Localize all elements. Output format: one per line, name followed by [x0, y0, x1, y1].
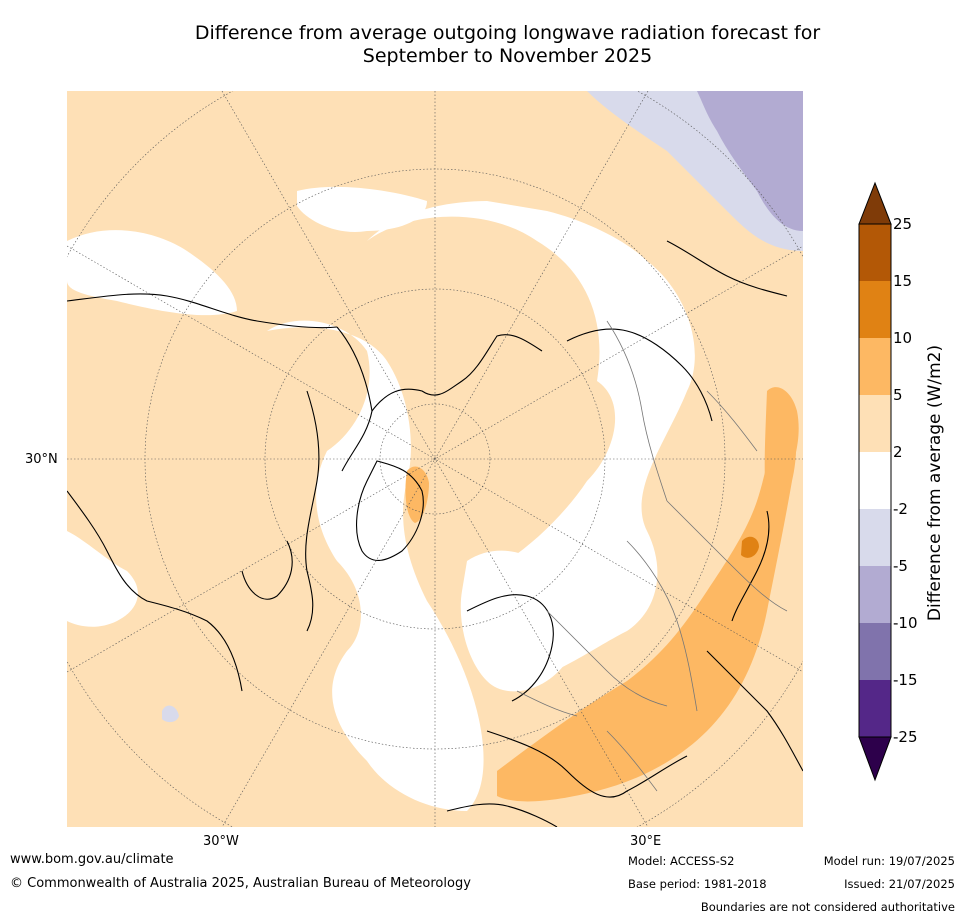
- colorbar-band-m2-2: [859, 452, 891, 509]
- colorbar-band-m25-m15: [859, 680, 891, 737]
- footer-boundaries-note: Boundaries are not considered authoritat…: [700, 900, 955, 914]
- title-line-2: September to November 2025: [362, 45, 653, 67]
- title-line-1: Difference from average outgoing longwav…: [194, 22, 821, 44]
- colorbar-band-m15-m10: [859, 623, 891, 680]
- map-svg: [67, 91, 803, 827]
- neutral-region-north-pacific: [67, 230, 237, 316]
- graticule: [67, 91, 803, 827]
- anomaly-5-10-asia: [497, 411, 797, 802]
- colorbar-band-m5-m2: [859, 509, 891, 566]
- colorbar-band-15-25: [859, 224, 891, 281]
- anomaly-neg-5-10: [697, 91, 803, 231]
- colorbar-tick-15: 15: [893, 272, 913, 290]
- colorbar-tick-25: 25: [893, 215, 913, 233]
- neutral-region-atlantic: [267, 320, 484, 811]
- neutral-region-north-atlantic-upper: [297, 186, 427, 232]
- neutral-region-europe: [460, 550, 578, 692]
- footer-base-period: Base period: 1981-2018: [628, 877, 767, 891]
- colorbar: [858, 181, 892, 782]
- colorbar-band-m10-m5: [859, 566, 891, 623]
- country-borders: [516, 320, 788, 792]
- footer-model: Model: ACCESS-S2: [628, 854, 735, 868]
- colorbar-band-5-10: [859, 338, 891, 395]
- map-panel: [67, 91, 803, 827]
- colorbar-tick-10: 10: [893, 329, 913, 347]
- anomaly-neg-small-pacific: [162, 705, 179, 723]
- colorbar-band-2-5: [859, 395, 891, 452]
- colorbar-tick-5: 5: [893, 386, 903, 404]
- colorbar-tick-m10: -10: [893, 614, 918, 632]
- anomaly-5-10-siberia-strip: [764, 387, 799, 505]
- footer-copyright: © Commonwealth of Australia 2025, Austra…: [10, 876, 471, 891]
- colorbar-tick-m5: -5: [893, 557, 908, 575]
- colorbar-tick-m25: -25: [893, 728, 918, 746]
- chart-title: Difference from average outgoing longwav…: [60, 22, 955, 68]
- coastlines: [67, 240, 803, 827]
- colorbar-under-triangle: [858, 736, 892, 782]
- lon-label-30w: 30°W: [203, 834, 239, 849]
- anomaly-10-15-spot: [741, 536, 759, 558]
- colorbar-label: Difference from average (W/m2): [925, 344, 945, 622]
- footer-website: www.bom.gov.au/climate: [10, 852, 174, 867]
- footer-issued: Issued: 21/07/2025: [844, 877, 955, 891]
- footer-model-run: Model run: 19/07/2025: [823, 854, 955, 868]
- lon-label-30e: 30°E: [630, 834, 662, 849]
- neutral-region-west: [67, 531, 138, 627]
- colorbar-over-triangle: [858, 181, 892, 225]
- colorbar-tick-2: 2: [893, 443, 903, 461]
- colorbar-outline: [858, 223, 892, 738]
- colorbar-band-10-15: [859, 281, 891, 338]
- colorbar-tick-m2: -2: [893, 500, 908, 518]
- lat-label-30n: 30°N: [25, 452, 58, 467]
- colorbar-tick-m15: -15: [893, 671, 918, 689]
